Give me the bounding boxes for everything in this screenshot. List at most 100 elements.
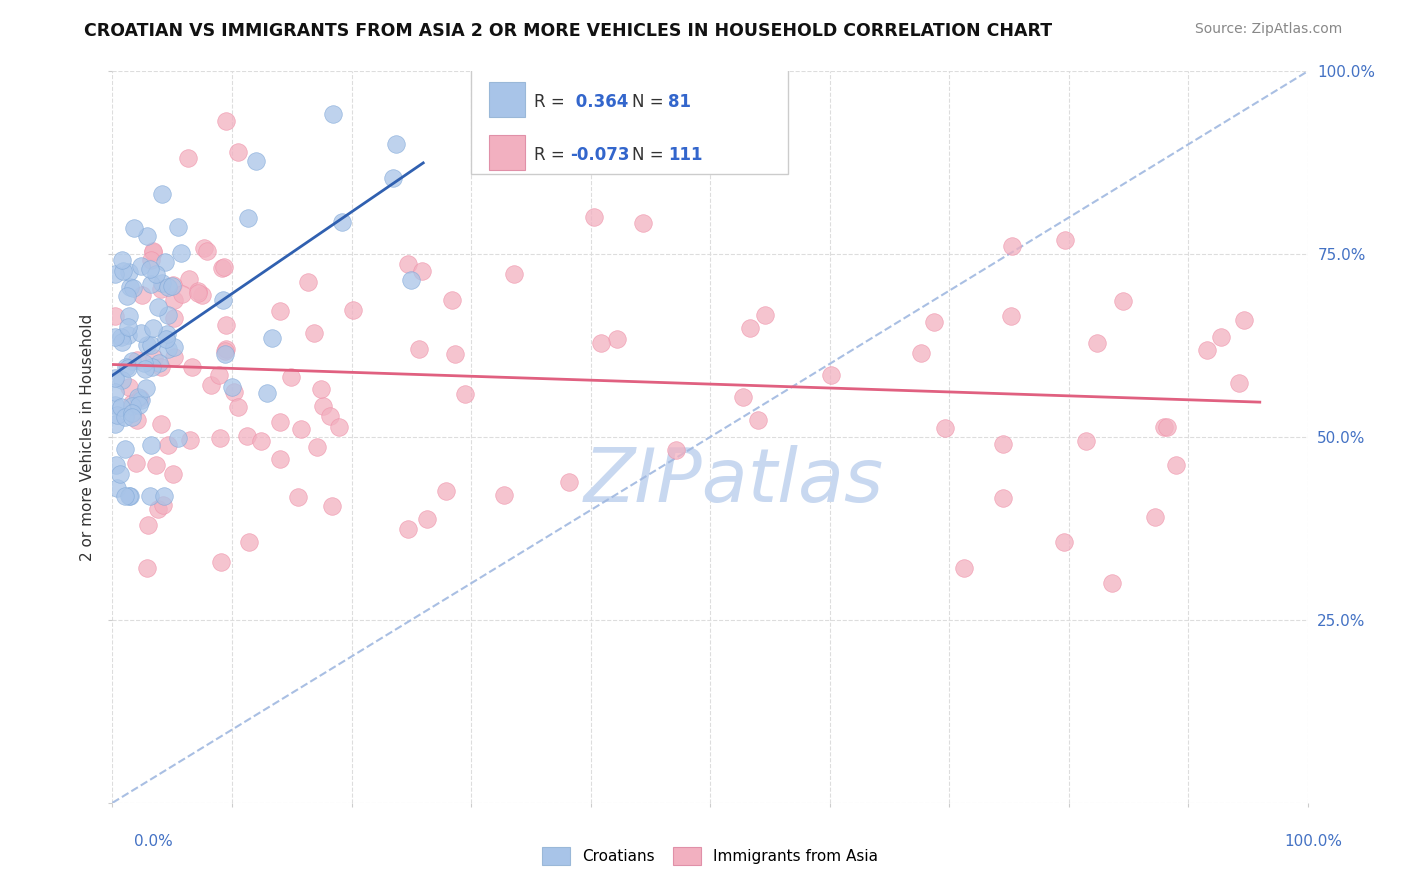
Point: [125, 456, 148, 470]
Point: [128, 398, 150, 412]
Point: [162, 277, 184, 292]
Point: [297, 275, 319, 289]
Point: [146, 301, 169, 315]
Point: [934, 420, 956, 434]
Point: [1085, 336, 1108, 351]
Point: [125, 353, 148, 368]
Point: [142, 321, 165, 335]
Point: [139, 437, 162, 451]
Point: [1053, 535, 1076, 549]
Point: [157, 308, 180, 322]
Point: [136, 338, 159, 352]
FancyBboxPatch shape: [471, 68, 787, 174]
Point: [441, 293, 464, 307]
Text: R =: R =: [534, 146, 571, 164]
Point: [131, 287, 153, 301]
Point: [170, 246, 193, 260]
Point: [150, 359, 173, 374]
Point: [290, 422, 312, 436]
FancyBboxPatch shape: [489, 81, 524, 117]
Point: [416, 512, 439, 526]
Point: [138, 261, 160, 276]
Point: [212, 293, 235, 307]
Point: [155, 332, 177, 346]
Point: [312, 399, 335, 413]
Point: [163, 310, 186, 325]
Point: [150, 187, 173, 202]
Point: [179, 434, 201, 448]
Point: [104, 398, 127, 412]
Point: [156, 326, 179, 341]
Point: [226, 400, 249, 414]
Point: [142, 244, 165, 259]
Point: [110, 400, 132, 414]
Point: [120, 280, 142, 294]
Point: [215, 318, 238, 333]
Point: [208, 368, 231, 383]
Point: [127, 413, 149, 427]
Point: [160, 279, 183, 293]
Point: [385, 136, 408, 151]
Point: [187, 286, 209, 301]
Point: [1000, 309, 1022, 323]
Y-axis label: 2 or more Vehicles in Household: 2 or more Vehicles in Household: [80, 313, 96, 561]
Point: [110, 252, 132, 267]
Point: [1153, 420, 1175, 434]
Point: [991, 491, 1014, 505]
Point: [105, 409, 128, 423]
Point: [558, 475, 581, 490]
Point: [104, 371, 127, 385]
Point: [399, 273, 422, 287]
Point: [633, 216, 655, 230]
Point: [1112, 294, 1135, 309]
Point: [129, 259, 152, 273]
Point: [145, 267, 167, 281]
Point: [114, 489, 136, 503]
Point: [269, 451, 291, 466]
Point: [104, 458, 127, 472]
Point: [211, 556, 233, 570]
Point: [163, 350, 186, 364]
Point: [191, 287, 214, 301]
Point: [152, 498, 174, 512]
Point: [104, 417, 127, 431]
Point: [382, 171, 405, 186]
Point: [108, 467, 131, 481]
Text: 0.0%: 0.0%: [134, 834, 173, 849]
Point: [121, 281, 143, 295]
FancyBboxPatch shape: [489, 135, 524, 170]
Point: [215, 343, 238, 357]
Point: [114, 442, 136, 457]
Point: [162, 467, 184, 481]
Point: [1001, 239, 1024, 253]
Point: [1101, 576, 1123, 591]
Text: N =: N =: [633, 146, 669, 164]
Point: [209, 430, 232, 444]
Point: [156, 342, 179, 356]
Point: [1164, 458, 1187, 473]
Point: [146, 502, 169, 516]
Point: [1144, 510, 1167, 524]
Point: [104, 267, 127, 281]
Point: [1054, 233, 1077, 247]
Point: [111, 374, 134, 388]
Point: [269, 304, 291, 318]
Point: [280, 370, 302, 384]
Point: [287, 491, 309, 505]
Point: [494, 487, 516, 501]
Point: [408, 342, 430, 356]
Point: [117, 320, 139, 334]
Point: [322, 107, 344, 121]
Point: [121, 405, 143, 419]
Point: [104, 329, 127, 343]
Point: [110, 334, 132, 349]
Point: [1076, 434, 1098, 449]
Text: -0.073: -0.073: [571, 146, 630, 164]
Point: [1156, 419, 1178, 434]
Point: [127, 390, 149, 404]
Point: [135, 381, 157, 395]
Point: [747, 413, 769, 427]
Text: 100.0%: 100.0%: [1285, 834, 1343, 849]
Point: [398, 522, 420, 536]
Point: [145, 458, 167, 473]
